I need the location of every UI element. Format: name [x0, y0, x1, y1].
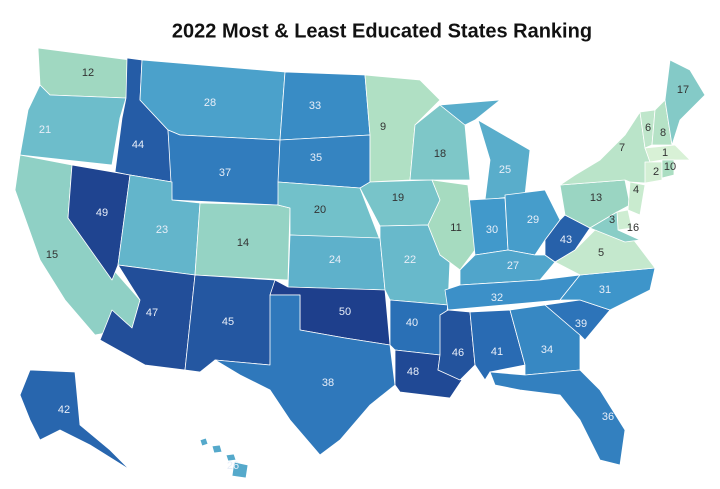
region: [211, 444, 223, 454]
region-label: 48: [407, 366, 419, 378]
region-label: 43: [560, 234, 572, 246]
region-label: 31: [599, 284, 611, 296]
region: [589, 211, 641, 243]
region: [194, 202, 291, 281]
region-label: 50: [339, 306, 351, 318]
region-label: 44: [132, 139, 144, 151]
region-label: 12: [82, 67, 94, 79]
region: [19, 84, 127, 166]
region-label: 17: [677, 84, 689, 96]
region-label: 10: [664, 161, 676, 173]
region-label: 19: [392, 192, 404, 204]
region-label: 26: [227, 460, 239, 472]
region-label: 36: [602, 411, 614, 423]
region-label: 14: [237, 237, 249, 249]
region: [214, 294, 396, 456]
region-label: 39: [575, 318, 587, 330]
region-label: 49: [96, 207, 108, 219]
region-label: 9: [380, 121, 386, 133]
region-label: 30: [486, 224, 498, 236]
region: [231, 461, 249, 479]
region-label: 4: [633, 184, 639, 196]
region: [544, 214, 591, 263]
region-label: 47: [146, 307, 158, 319]
region: [627, 181, 646, 216]
region: [279, 71, 371, 141]
region-label: 33: [309, 100, 321, 112]
region: [644, 161, 663, 184]
map-title: 2022 Most & Least Educated States Rankin…: [172, 20, 592, 42]
region-label: 29: [527, 214, 539, 226]
region: [199, 437, 209, 447]
region: [167, 129, 281, 206]
region: [439, 99, 501, 126]
region-label: 20: [314, 204, 326, 216]
region-label: 15: [46, 249, 58, 261]
region: [19, 369, 131, 471]
region: [544, 299, 611, 341]
region: [389, 299, 449, 356]
region-label: 27: [507, 260, 519, 272]
region-label: 5: [598, 247, 604, 259]
region-label: 21: [39, 124, 51, 136]
region-label: 8: [660, 127, 666, 139]
region: [437, 309, 476, 381]
region-label: 25: [499, 164, 511, 176]
region-label: 22: [404, 254, 416, 266]
region-label: 16: [627, 222, 639, 234]
region-label: 2: [653, 166, 659, 178]
region-label: 32: [491, 292, 503, 304]
region-label: 37: [219, 167, 231, 179]
region: [225, 453, 237, 462]
region: [644, 144, 691, 163]
region: [661, 159, 675, 179]
region: [277, 134, 371, 191]
region-label: 18: [434, 148, 446, 160]
region-label: 45: [222, 316, 234, 328]
region-label: 7: [619, 142, 625, 154]
region-label: 34: [541, 344, 553, 356]
region-label: 40: [406, 317, 418, 329]
region-label: 41: [491, 346, 503, 358]
region-label: 6: [645, 122, 651, 134]
region-label: 28: [204, 97, 216, 109]
region-label: 35: [310, 152, 322, 164]
region-label: 1: [662, 147, 668, 159]
region-label: 24: [329, 254, 341, 266]
region-label: 13: [590, 192, 602, 204]
region-label: 42: [58, 404, 70, 416]
region: [489, 369, 626, 466]
region-label: 23: [156, 224, 168, 236]
region-label: 11: [450, 222, 461, 234]
region-label: 3: [609, 214, 615, 226]
region-label: 38: [322, 377, 334, 389]
region-label: 46: [452, 347, 464, 359]
